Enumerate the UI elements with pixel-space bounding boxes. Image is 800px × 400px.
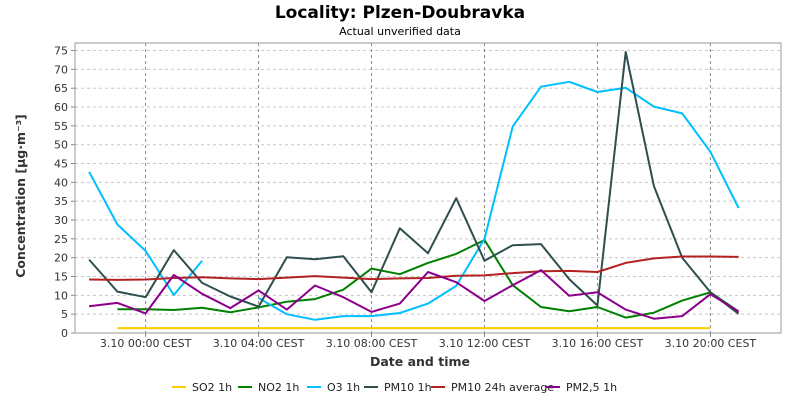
y-axis-label: Concentration [µg·m⁻³] (13, 114, 28, 278)
series-layer (88, 51, 740, 330)
y-tick-layer: 0 5 10 15 20 25 30 35 40 45 50 55 60 65 70 75 (54, 45, 75, 340)
chart-subtitle: Actual unverified data (339, 25, 461, 38)
x-axis-label: Date and time (370, 354, 470, 369)
series-line-2 (88, 171, 203, 296)
plot-frame (74, 42, 782, 334)
y-tick-label: 70 (54, 63, 68, 76)
x-tick-label: 3.10 00:00 CEST (100, 337, 192, 350)
legend-label: SO2 1h (192, 381, 232, 394)
y-tick-label: 10 (54, 289, 68, 302)
x-tick-label: 3.10 20:00 CEST (665, 337, 757, 350)
chart-title: Locality: Plzen-Doubravka (275, 3, 525, 23)
y-tick-label: 60 (54, 101, 68, 114)
y-tick-label: 50 (54, 139, 68, 152)
y-tick-label: 20 (54, 252, 68, 265)
y-tick-label: 25 (54, 233, 68, 246)
legend-label: PM10 24h average (451, 381, 554, 394)
legend-label: PM10 1h (384, 381, 432, 394)
y-tick-label: 30 (54, 214, 68, 227)
y-tick-label: 65 (54, 82, 68, 95)
y-tick-label: 5 (61, 308, 68, 321)
y-tick-label: 75 (54, 45, 68, 58)
legend-label: O3 1h (327, 381, 360, 394)
y-tick-label: 35 (54, 195, 68, 208)
x-tick-label: 3.10 16:00 CEST (552, 337, 644, 350)
y-tick-label: 15 (54, 271, 68, 284)
x-tick-label: 3.10 04:00 CEST (213, 337, 305, 350)
grid-layer (75, 43, 781, 333)
series-line-2 (258, 80, 740, 321)
series-line-4 (89, 255, 739, 281)
x-tick-label: 3.10 08:00 CEST (326, 337, 418, 350)
series-line-5 (88, 269, 740, 320)
y-tick-label: 55 (54, 120, 68, 133)
legend-label: NO2 1h (258, 381, 299, 394)
x-tick-label: 3.10 12:00 CEST (439, 337, 531, 350)
y-tick-label: 0 (61, 327, 68, 340)
y-tick-label: 40 (54, 176, 68, 189)
y-tick-label: 45 (54, 158, 68, 171)
legend: SO2 1h NO2 1h O3 1h PM10 1h PM10 24h average… (172, 381, 617, 394)
series-line-3 (88, 51, 740, 315)
series-line-1 (117, 239, 740, 319)
x-tick-layer: 3.10 00:00 CEST 3.10 04:00 CEST 3.10 08:00… (100, 333, 757, 350)
legend-label: PM2,5 1h (566, 381, 617, 394)
